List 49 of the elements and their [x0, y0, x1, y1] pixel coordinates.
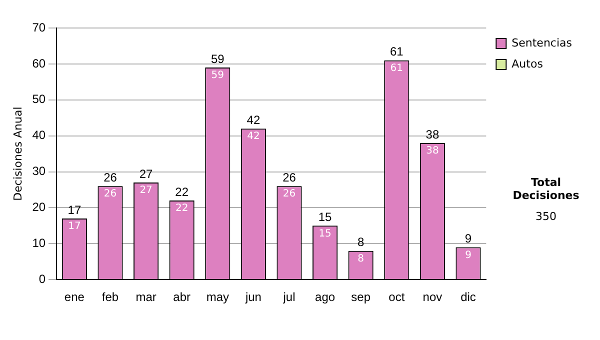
total-label: 22	[175, 184, 189, 199]
total-label: 61	[390, 44, 404, 59]
total-label: 27	[139, 166, 154, 181]
x-tick-label: sep	[351, 290, 371, 304]
y-tick-label: 70	[32, 20, 46, 34]
x-tick-label: ago	[315, 290, 336, 304]
y-tick-label: 60	[32, 56, 46, 70]
data-label: 22	[175, 203, 188, 214]
x-tick-label: ene	[64, 290, 85, 304]
data-label: 42	[247, 131, 260, 142]
text: Total Decisiones	[512, 176, 580, 202]
total-label: 26	[104, 170, 118, 184]
total-label: 17	[68, 202, 82, 217]
x-tick-label: abr	[173, 290, 191, 304]
total-label: 59	[210, 52, 225, 66]
data-label: 26	[104, 188, 117, 200]
x-tick-label: jun	[244, 290, 262, 304]
text: 350	[534, 210, 558, 223]
x-tick-label: feb	[102, 290, 119, 304]
data-label: 59	[211, 70, 224, 82]
data-label: 9	[465, 250, 472, 261]
x-tick-label: oct	[388, 290, 406, 304]
y-tick-label: 50	[32, 92, 46, 106]
x-tick-label: may	[206, 290, 229, 304]
data-label: 61	[390, 62, 404, 74]
total-label: 9	[464, 232, 472, 246]
y-tick-label: 0	[38, 272, 46, 286]
total-label: 26	[282, 170, 296, 184]
total-label: 15	[318, 210, 332, 224]
y-tick-label: 10	[32, 236, 46, 250]
x-tick-label: mar	[136, 290, 156, 304]
y-axis-title: Decisiones Anual	[11, 106, 24, 201]
x-tick-label: jul	[282, 290, 296, 304]
data-label: 38	[426, 146, 439, 157]
legend-label: Sentencias	[512, 36, 572, 50]
data-label: 15	[318, 228, 332, 240]
y-tick-label: 30	[32, 164, 46, 178]
x-tick-label: nov	[422, 290, 442, 304]
y-tick-label: 40	[32, 128, 46, 142]
total-label: 42	[246, 112, 260, 127]
total-label: 38	[426, 127, 440, 142]
y-tick-label: 20	[32, 200, 46, 214]
legend-label: Autos	[512, 57, 544, 70]
data-label: 27	[140, 185, 152, 196]
total-label: 8	[358, 235, 365, 250]
data-label: 8	[358, 253, 364, 264]
data-label: 26	[282, 188, 296, 200]
data-label: 17	[68, 221, 81, 232]
x-tick-label: dic	[460, 290, 476, 304]
